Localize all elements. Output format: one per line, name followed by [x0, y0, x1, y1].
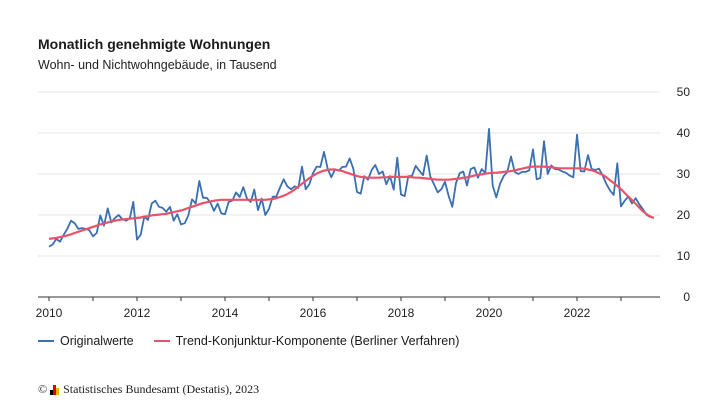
source-text: Statistisches Bundesamt (Destatis), 2023: [63, 382, 260, 396]
legend-item-original: Originalwerte: [38, 334, 134, 348]
legend: Originalwerte Trend-Konjunktur-Komponent…: [38, 334, 479, 348]
x-tick-label: 2014: [212, 306, 239, 320]
source-footer: © Statistisches Bundesamt (Destatis), 20…: [38, 382, 259, 397]
x-tick-label: 2012: [124, 306, 151, 320]
series-line-original: [48, 127, 651, 248]
y-tick-label: 10: [677, 249, 691, 263]
x-tick-label: 2016: [300, 306, 327, 320]
chart-title: Monatlich genehmigte Wohnungen: [38, 36, 271, 52]
legend-swatch-trend: [153, 340, 170, 342]
y-axis-ticks: 0 10 20 30 40 50: [677, 85, 691, 304]
y-tick-label: 20: [677, 208, 691, 222]
chart-subtitle: Wohn- und Nichtwohngebäude, in Tausend: [38, 58, 277, 72]
series-lines: [48, 127, 655, 248]
x-axis-ticks: 2010 2012 2014 2016 2018 2020 2022: [36, 297, 622, 320]
legend-label-original: Originalwerte: [60, 334, 134, 348]
y-tick-label: 50: [677, 85, 691, 99]
x-tick-label: 2010: [36, 306, 63, 320]
y-tick-label: 40: [677, 126, 691, 140]
legend-item-trend: Trend-Konjunktur-Komponente (Berliner Ve…: [153, 334, 460, 348]
x-tick-label: 2022: [564, 306, 591, 320]
y-tick-label: 30: [677, 167, 691, 181]
copyright-symbol: ©: [38, 382, 48, 396]
line-chart: 0 10 20 30 40 50 2010 2012 2014 2016 2018 2020 2022: [36, 85, 691, 320]
legend-label-trend: Trend-Konjunktur-Komponente (Berliner Ve…: [175, 334, 460, 348]
series-line-trend: [48, 165, 655, 240]
x-tick-label: 2020: [476, 306, 503, 320]
legend-swatch-original: [38, 340, 54, 342]
y-tick-label: 0: [683, 290, 690, 304]
destatis-logo-icon: [50, 384, 60, 395]
x-tick-label: 2018: [388, 306, 415, 320]
